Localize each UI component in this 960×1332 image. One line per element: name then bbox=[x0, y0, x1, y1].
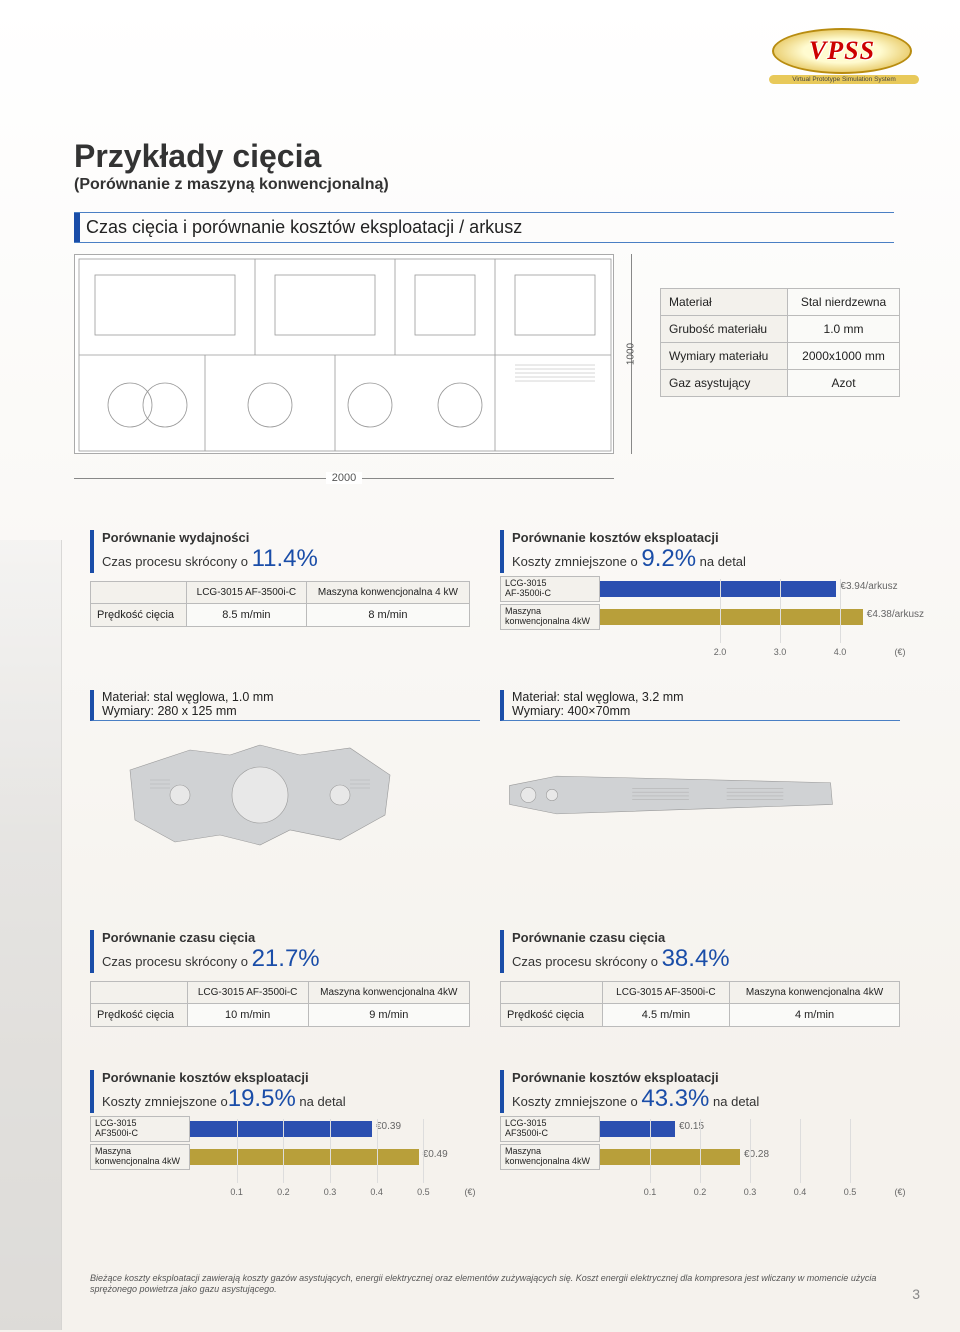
table-cell: 8.5 m/min bbox=[186, 604, 306, 627]
table-cell: 4.5 m/min bbox=[602, 1004, 729, 1027]
chart-bar-value: €4.38/arkusz bbox=[867, 609, 924, 620]
chart-tick: 0.5 bbox=[417, 1187, 430, 1197]
chart-bar-fill bbox=[600, 609, 863, 625]
matprop-val: Stal nierdzewna bbox=[788, 289, 900, 316]
cost-chart: LCG-3015AF-3500i-C €3.94/arkusz Maszynak… bbox=[500, 579, 900, 657]
table-header: Maszyna konwencjonalna 4 kW bbox=[306, 582, 469, 604]
page-number: 3 bbox=[912, 1286, 920, 1302]
matprop-val: 2000x1000 mm bbox=[788, 343, 900, 370]
technical-drawing: 1000 2000 bbox=[74, 254, 614, 454]
page-title: Przykłady cięcia bbox=[74, 138, 321, 175]
part-right: Materiał: stal węglowa, 3.2 mm Wymiary: … bbox=[500, 690, 900, 721]
table-cell: 4 m/min bbox=[730, 1004, 900, 1027]
table-header bbox=[91, 982, 188, 1004]
part-left-cost: Porównanie kosztów eksploatacji Koszty z… bbox=[90, 1070, 470, 1197]
cost-comparison: Porównanie kosztów eksploatacji Koszty z… bbox=[500, 530, 900, 657]
vpss-logo: VPSS Virtual Prototype Simulation System bbox=[772, 28, 912, 84]
table-cell: Prędkość cięcia bbox=[91, 604, 187, 627]
chart-bar-label: Maszynakonwencjonalna 4kW bbox=[500, 604, 600, 630]
part-left: Materiał: stal węglowa, 1.0 mm Wymiary: … bbox=[90, 690, 480, 721]
chart-bar-value: €0.39 bbox=[376, 1121, 401, 1132]
chart-bar-label: LCG-3015AF3500i-C bbox=[500, 1116, 600, 1142]
footnote: Bieżące koszty eksploatacji zawierają ko… bbox=[90, 1273, 900, 1296]
part-left-cost-chart: LCG-3015AF3500i-C €0.39 Maszynakonwencjo… bbox=[90, 1119, 470, 1197]
part-right-time-table: LCG-3015 AF-3500i-CMaszyna konwencjonaln… bbox=[500, 981, 900, 1027]
drawing-dim-v: 1000 bbox=[625, 343, 636, 365]
chart-bar-value: €0.49 bbox=[423, 1149, 448, 1160]
chart-bar-value: €3.94/arkusz bbox=[840, 581, 897, 592]
table-header: LCG-3015 AF-3500i-C bbox=[187, 982, 308, 1004]
chart-tick: 0.3 bbox=[744, 1187, 757, 1197]
table-header: LCG-3015 AF-3500i-C bbox=[186, 582, 306, 604]
performance-comparison: Porównanie wydajności Czas procesu skróc… bbox=[90, 530, 470, 627]
chart-unit: (€) bbox=[465, 1187, 476, 1197]
chart-tick: 0.3 bbox=[324, 1187, 337, 1197]
table-header: Maszyna konwencjonalna 4kW bbox=[308, 982, 469, 1004]
vpss-logo-text: VPSS bbox=[809, 36, 875, 66]
part-left-image bbox=[90, 720, 430, 870]
cost-metric: Koszty zmniejszone o 9.2% na detal bbox=[512, 545, 900, 573]
chart-bar-fill bbox=[190, 1121, 372, 1137]
table-header: Maszyna konwencjonalna 4kW bbox=[730, 982, 900, 1004]
cost-title: Porównanie kosztów eksploatacji bbox=[512, 530, 900, 545]
left-photo-strip bbox=[0, 540, 62, 1330]
section-header: Czas cięcia i porównanie kosztów eksploa… bbox=[74, 212, 894, 243]
chart-bar-label: LCG-3015AF3500i-C bbox=[90, 1116, 190, 1142]
table-cell: 8 m/min bbox=[306, 604, 469, 627]
chart-unit: (€) bbox=[895, 647, 906, 657]
chart-tick: 0.5 bbox=[844, 1187, 857, 1197]
part-right-time: Porównanie czasu cięcia Czas procesu skr… bbox=[500, 930, 900, 1027]
chart-bar-row: LCG-3015AF3500i-C €0.39 bbox=[90, 1119, 470, 1139]
chart-tick: 0.2 bbox=[277, 1187, 290, 1197]
table-header bbox=[91, 582, 187, 604]
chart-bar-fill bbox=[600, 581, 836, 597]
chart-bar-label: LCG-3015AF-3500i-C bbox=[500, 576, 600, 602]
table-cell: Prędkość cięcia bbox=[501, 1004, 603, 1027]
chart-bar-fill bbox=[190, 1149, 419, 1165]
table-header: LCG-3015 AF-3500i-C bbox=[602, 982, 729, 1004]
part-left-time: Porównanie czasu cięcia Czas procesu skr… bbox=[90, 930, 470, 1027]
chart-bar-fill bbox=[600, 1149, 740, 1165]
drawing-dim-h: 2000 bbox=[74, 472, 614, 484]
chart-bar-value: €0.28 bbox=[744, 1149, 769, 1160]
matprop-key: Wymiary materiału bbox=[661, 343, 788, 370]
part-left-info: Materiał: stal węglowa, 1.0 mm Wymiary: … bbox=[90, 690, 480, 721]
chart-bar-label: Maszynakonwencjonalna 4kW bbox=[500, 1144, 600, 1170]
part-right-cost-chart: LCG-3015AF3500i-C €0.15 Maszynakonwencjo… bbox=[500, 1119, 900, 1197]
part-left-time-table: LCG-3015 AF-3500i-CMaszyna konwencjonaln… bbox=[90, 981, 470, 1027]
perf-title: Porównanie wydajności bbox=[102, 530, 470, 545]
part-right-image bbox=[500, 720, 840, 870]
chart-tick: 0.2 bbox=[694, 1187, 707, 1197]
part-right-info: Materiał: stal węglowa, 3.2 mm Wymiary: … bbox=[500, 690, 900, 721]
chart-axis: 0.10.20.30.40.5(€) bbox=[600, 1183, 900, 1197]
chart-bar-fill bbox=[600, 1121, 675, 1137]
chart-tick: 3.0 bbox=[774, 647, 787, 657]
perf-table: LCG-3015 AF-3500i-CMaszyna konwencjonaln… bbox=[90, 581, 470, 627]
matprop-key: Grubość materiału bbox=[661, 316, 788, 343]
table-cell: Prędkość cięcia bbox=[91, 1004, 188, 1027]
chart-bar-label: Maszynakonwencjonalna 4kW bbox=[90, 1144, 190, 1170]
page-subtitle: (Porównanie z maszyną konwencjonalną) bbox=[74, 176, 389, 194]
matprop-key: Gaz asystujący bbox=[661, 370, 788, 397]
chart-tick: 0.1 bbox=[644, 1187, 657, 1197]
chart-tick: 0.1 bbox=[230, 1187, 243, 1197]
matprop-val: Azot bbox=[788, 370, 900, 397]
vpss-logo-sub: Virtual Prototype Simulation System bbox=[769, 75, 919, 84]
chart-axis: 0.10.20.30.40.5(€) bbox=[190, 1183, 470, 1197]
table-cell: 9 m/min bbox=[308, 1004, 469, 1027]
part-right-cost: Porównanie kosztów eksploatacji Koszty z… bbox=[500, 1070, 900, 1197]
chart-tick: 2.0 bbox=[714, 647, 727, 657]
material-properties-table: MateriałStal nierdzewnaGrubość materiału… bbox=[660, 288, 900, 397]
table-cell: 10 m/min bbox=[187, 1004, 308, 1027]
chart-bar-row: Maszynakonwencjonalna 4kW €0.49 bbox=[90, 1147, 470, 1167]
chart-tick: 4.0 bbox=[834, 647, 847, 657]
table-header bbox=[501, 982, 603, 1004]
chart-axis: 2.03.04.0(€) bbox=[600, 643, 900, 657]
matprop-key: Materiał bbox=[661, 289, 788, 316]
chart-tick: 0.4 bbox=[370, 1187, 383, 1197]
matprop-val: 1.0 mm bbox=[788, 316, 900, 343]
chart-unit: (€) bbox=[895, 1187, 906, 1197]
perf-metric: Czas procesu skrócony o 11.4% bbox=[102, 545, 470, 573]
chart-tick: 0.4 bbox=[794, 1187, 807, 1197]
